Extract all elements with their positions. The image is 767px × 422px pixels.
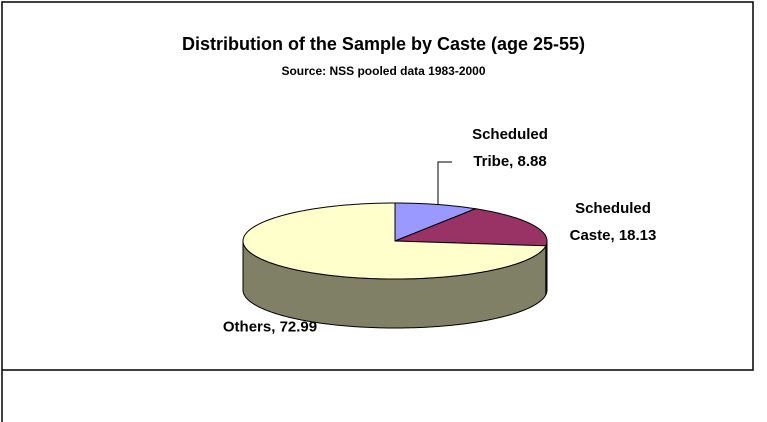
data-label: Scheduled Caste, 18.13 [569,200,657,244]
slice [394,202,478,242]
chart-subtitle: Source: NSS pooled data 1983-2000 [281,64,486,78]
leader-line [437,161,452,205]
slice [242,202,547,280]
data-label: Scheduled Tribe, 8.88 [472,126,548,170]
data-label: Others, 72.99 [222,318,318,336]
chart-frame [1,1,754,422]
slice [394,208,548,247]
chart-title: Distribution of the Sample by Caste (age… [181,34,586,54]
